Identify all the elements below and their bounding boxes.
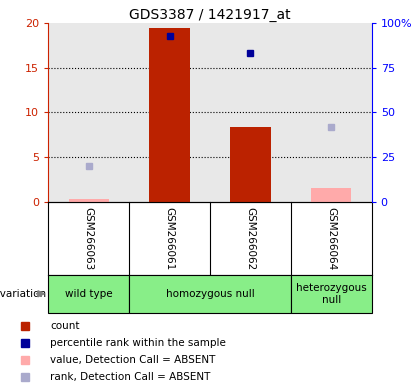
Text: GSM266062: GSM266062 bbox=[245, 207, 255, 271]
Bar bbox=[230, 127, 270, 202]
Text: GSM266064: GSM266064 bbox=[326, 207, 336, 271]
Text: percentile rank within the sample: percentile rank within the sample bbox=[50, 338, 226, 348]
Text: heterozygous
null: heterozygous null bbox=[296, 283, 367, 305]
Text: GSM266061: GSM266061 bbox=[165, 207, 175, 271]
Bar bbox=[150, 28, 190, 202]
Text: homozygous null: homozygous null bbox=[165, 289, 255, 299]
Bar bbox=[68, 199, 109, 202]
Title: GDS3387 / 1421917_at: GDS3387 / 1421917_at bbox=[129, 8, 291, 22]
Text: genotype/variation: genotype/variation bbox=[0, 289, 47, 299]
Text: value, Detection Call = ABSENT: value, Detection Call = ABSENT bbox=[50, 355, 216, 365]
Bar bbox=[311, 188, 352, 202]
Text: wild type: wild type bbox=[65, 289, 113, 299]
Text: GSM266063: GSM266063 bbox=[84, 207, 94, 271]
Bar bbox=[291, 275, 372, 313]
Bar bbox=[48, 275, 129, 313]
Text: rank, Detection Call = ABSENT: rank, Detection Call = ABSENT bbox=[50, 372, 211, 382]
Bar bbox=[129, 275, 291, 313]
Text: count: count bbox=[50, 321, 80, 331]
